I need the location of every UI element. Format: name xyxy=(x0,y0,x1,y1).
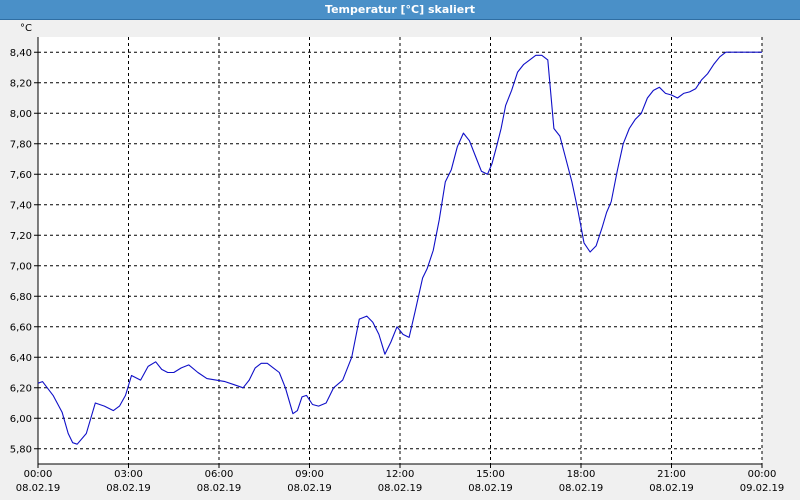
x-tick-time-label: 18:00 xyxy=(567,469,596,480)
x-tick-time-label: 09:00 xyxy=(295,469,324,480)
x-tick-date-label: 08.02.19 xyxy=(649,483,694,494)
x-tick-date-label: 08.02.19 xyxy=(197,483,242,494)
x-tick-time-label: 00:00 xyxy=(24,469,53,480)
temperature-line-chart: 5,80 6,00 6,20 6,40 6,60 6,80 7,00 7,20 7,40 7,60… xyxy=(10,23,785,494)
y-tick-label: 5,80 xyxy=(10,444,32,455)
y-tick-label: 8,40 xyxy=(10,48,32,59)
x-tick-date-label: 08.02.19 xyxy=(559,483,604,494)
x-tick-date-label: 08.02.19 xyxy=(468,483,513,494)
y-tick-label: 7,40 xyxy=(10,200,32,211)
y-tick-label: 6,60 xyxy=(10,322,32,333)
x-tick-time-label: 00:00 xyxy=(748,469,777,480)
window-title: Temperatur [°C] skaliert xyxy=(0,0,800,20)
y-tick-label: 7,20 xyxy=(10,231,32,242)
y-tick-label: 7,00 xyxy=(10,261,32,272)
y-tick-label: 6,80 xyxy=(10,292,32,303)
x-tick-time-label: 03:00 xyxy=(114,469,143,480)
y-tick-label: 7,80 xyxy=(10,139,32,150)
y-tick-label: 8,00 xyxy=(10,109,32,120)
y-axis-unit-label: °C xyxy=(20,23,32,34)
y-tick-label: 8,20 xyxy=(10,78,32,89)
x-tick-date-label: 09.02.19 xyxy=(740,483,785,494)
y-tick-label: 6,00 xyxy=(10,414,32,425)
x-tick-time-label: 12:00 xyxy=(386,469,415,480)
series-line-temperature xyxy=(37,51,762,445)
y-tick-label: 6,40 xyxy=(10,353,32,364)
x-tick-date-label: 08.02.19 xyxy=(287,483,332,494)
x-tick-time-label: 15:00 xyxy=(476,469,505,480)
x-tick-time-label: 21:00 xyxy=(657,469,686,480)
x-tick-time-label: 06:00 xyxy=(205,469,234,480)
x-tick-date-label: 08.02.19 xyxy=(16,483,61,494)
y-tick-label: 7,60 xyxy=(10,170,32,181)
x-tick-date-label: 08.02.19 xyxy=(378,483,423,494)
y-tick-label: 6,20 xyxy=(10,383,32,394)
x-tick-date-label: 08.02.19 xyxy=(106,483,151,494)
